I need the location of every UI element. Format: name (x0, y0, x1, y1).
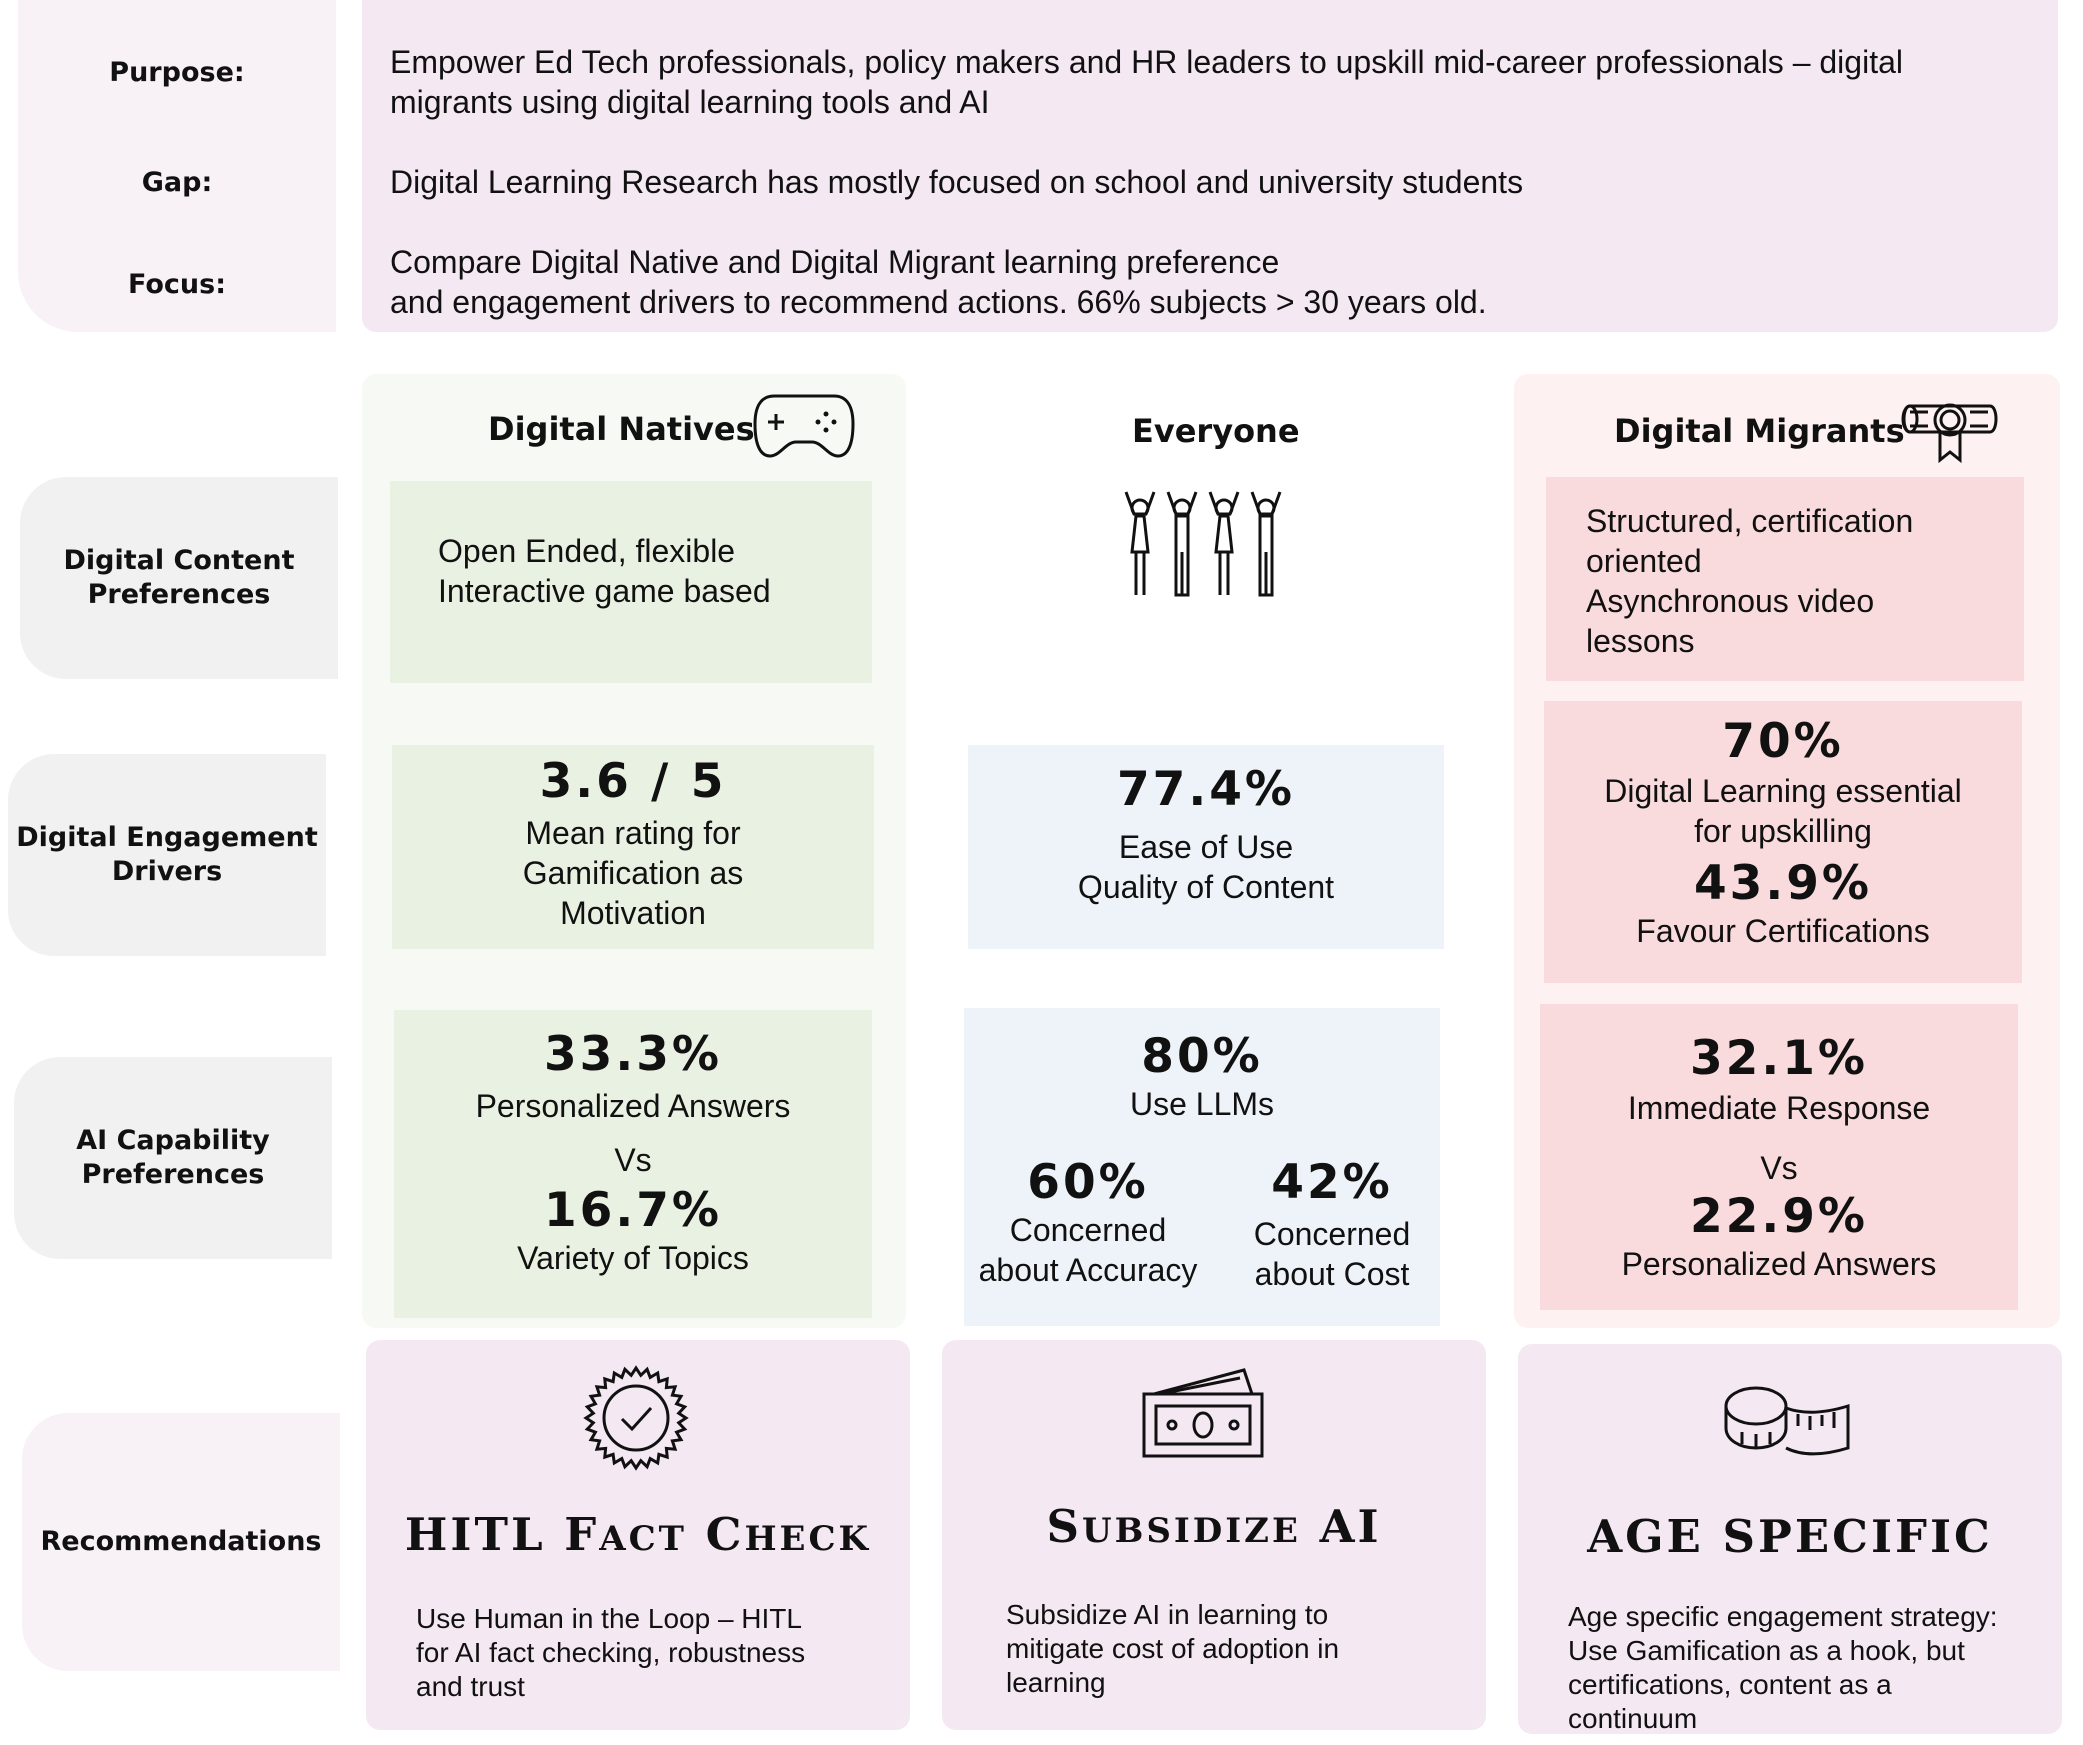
natives-title: Digital Natives (488, 410, 755, 448)
row-label-ai: AI Capability Preferences (14, 1057, 332, 1259)
verified-badge-icon (583, 1365, 689, 1471)
focus-text: Compare Digital Native and Digital Migra… (390, 244, 1487, 320)
gap-label: Gap: (141, 167, 213, 198)
recommendation-text-subsidize: Subsidize AI in learning to mitigate cos… (1006, 1599, 1340, 1698)
everyone-ai-box: 80% Use LLMs 60% Concerned about Accurac… (964, 1008, 1440, 1326)
natives-content-box: Open Ended, flexible Interactive game ba… (390, 481, 872, 683)
migrants-engagement-box: 70% Digital Learning essential for upski… (1544, 701, 2022, 983)
recommendation-text-age: Age specific engagement strategy: Use Ga… (1568, 1601, 1998, 1734)
row-label-content: Digital Content Preferences (20, 477, 338, 679)
money-icon (1142, 1368, 1264, 1458)
everyone-engagement-box: 77.4% Ease of Use Quality of Content (968, 745, 1444, 949)
migrants-title: Digital Migrants (1614, 412, 1905, 450)
recommendation-title-subsidize: SUBSIDIZE AI (1046, 1500, 1382, 1553)
gap-text: Digital Learning Research has mostly foc… (390, 164, 1524, 200)
migrants-content-box: Structured, certification oriented Async… (1546, 477, 2024, 681)
recommendation-card-age: AGE SPECIFIC Age specific engagement str… (1518, 1344, 2062, 1734)
measuring-tape-icon (1724, 1386, 1850, 1456)
recommendation-text-hitl: Use Human in the Loop – HITL for AI fact… (416, 1603, 806, 1702)
natives-engagement-box: 3.6 / 5 Mean rating for Gamification as … (392, 745, 874, 949)
everyone-title: Everyone (1132, 412, 1300, 450)
row-label-recommendations: Recommendations (22, 1413, 340, 1671)
game-controller-icon (753, 394, 855, 458)
purpose-text: Empower Ed Tech professionals, policy ma… (390, 44, 1903, 120)
recommendation-title-hitl: HITL FACT CHECK (404, 1508, 872, 1561)
intro-panel: Empower Ed Tech professionals, policy ma… (362, 0, 2058, 332)
badge-outline (583, 1365, 689, 1471)
recommendation-card-hitl: HITL FACT CHECK Use Human in the Loop – … (366, 1340, 910, 1730)
recommendation-title-age: AGE SPECIFIC (1587, 1510, 1993, 1563)
recommendation-card-subsidize: SUBSIDIZE AI Subsidize AI in learning to… (942, 1340, 1486, 1730)
intro-label-panel: Purpose: Gap: Focus: (18, 0, 336, 332)
natives-ai-box: 33.3% Personalized Answers Vs 16.7% Vari… (394, 1010, 872, 1318)
migrants-ai-box: 32.1% Immediate Response Vs 22.9% Person… (1540, 1004, 2018, 1310)
focus-label: Focus: (128, 269, 226, 300)
people-cheering-icon (1124, 491, 1282, 597)
diploma-icon (1901, 403, 1998, 464)
purpose-label: Purpose: (109, 57, 245, 88)
row-label-engagement: Digital Engagement Drivers (8, 754, 326, 956)
